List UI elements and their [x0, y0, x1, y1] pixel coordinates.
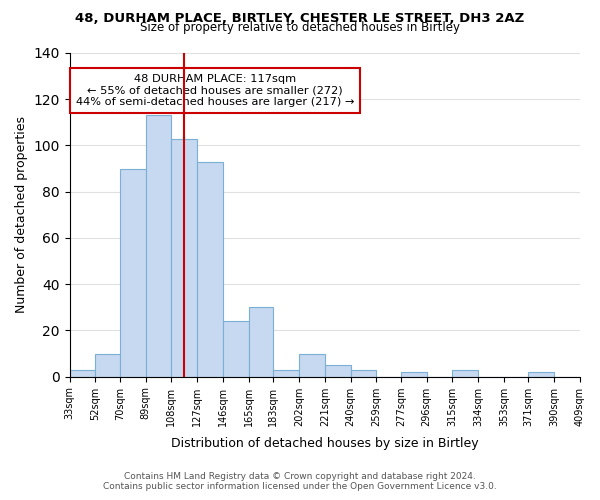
Text: Size of property relative to detached houses in Birtley: Size of property relative to detached ho… [140, 22, 460, 35]
Bar [146, 116, 172, 376]
Y-axis label: Number of detached properties: Number of detached properties [15, 116, 28, 314]
Text: 48, DURHAM PLACE, BIRTLEY, CHESTER LE STREET, DH3 2AZ: 48, DURHAM PLACE, BIRTLEY, CHESTER LE ST… [76, 12, 524, 24]
Text: 48 DURHAM PLACE: 117sqm
← 55% of detached houses are smaller (272)
44% of semi-d: 48 DURHAM PLACE: 117sqm ← 55% of detache… [76, 74, 354, 107]
Bar [223, 321, 249, 376]
Bar [529, 372, 554, 376]
Bar [350, 370, 376, 376]
Bar [70, 370, 95, 376]
Bar [197, 162, 223, 376]
X-axis label: Distribution of detached houses by size in Birtley: Distribution of detached houses by size … [171, 437, 479, 450]
Text: Contains HM Land Registry data © Crown copyright and database right 2024.
Contai: Contains HM Land Registry data © Crown c… [103, 472, 497, 491]
Bar [249, 308, 273, 376]
Bar [452, 370, 478, 376]
Bar [401, 372, 427, 376]
Bar [273, 370, 299, 376]
Bar [299, 354, 325, 376]
Bar [95, 354, 120, 376]
Bar [325, 365, 350, 376]
Bar [120, 168, 146, 376]
Bar [172, 138, 197, 376]
